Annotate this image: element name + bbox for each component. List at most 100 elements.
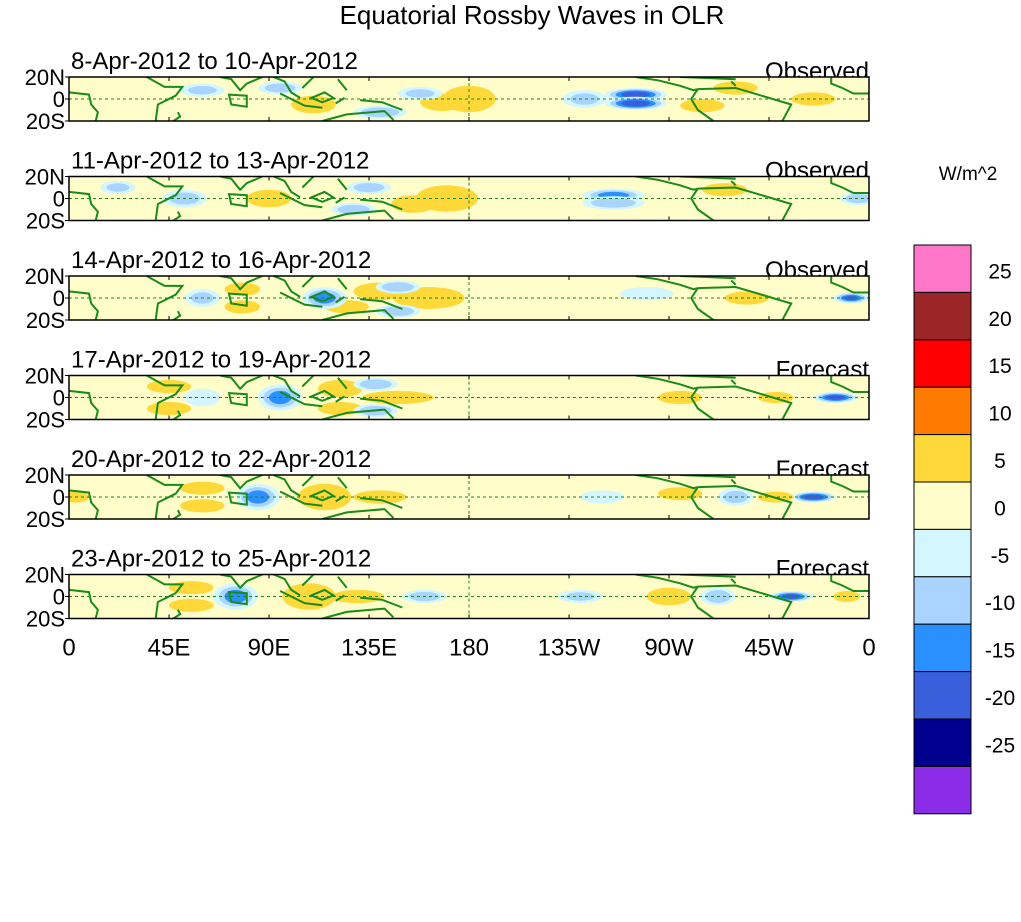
colorbar-swatch bbox=[913, 386, 972, 436]
coastline bbox=[308, 78, 348, 105]
anomaly-contour bbox=[353, 490, 407, 504]
colorbar-swatch bbox=[913, 528, 972, 578]
panel-date-range: 17-Apr-2012 to 19-Apr-2012 bbox=[71, 347, 371, 374]
coastline bbox=[690, 584, 793, 619]
anomaly-contour bbox=[353, 182, 385, 193]
coastline bbox=[227, 491, 248, 506]
coastline bbox=[146, 276, 185, 320]
coastline bbox=[273, 475, 315, 497]
colorbar-swatch bbox=[913, 671, 972, 720]
anomaly-contour bbox=[146, 379, 192, 394]
colorbar-level-label: -5 bbox=[991, 545, 1010, 568]
anomaly-contour bbox=[224, 282, 261, 296]
anomaly-contour bbox=[724, 291, 769, 305]
colorbar-level-label: 5 bbox=[994, 450, 1006, 473]
anomaly-cell bbox=[657, 390, 703, 405]
coastline bbox=[830, 375, 869, 393]
coastline bbox=[308, 576, 348, 602]
panels: 8-Apr-2012 to 10-Apr-2012 Observed20N020S… bbox=[25, 48, 870, 632]
y-tick-label: 20S bbox=[26, 507, 65, 532]
coastline bbox=[690, 86, 793, 121]
anomaly-contour bbox=[621, 91, 651, 98]
colorbar-swatch bbox=[913, 291, 972, 341]
anomaly-cell bbox=[180, 83, 225, 97]
coastline bbox=[830, 276, 869, 294]
coastline bbox=[146, 77, 185, 121]
panel-date-range: 23-Apr-2012 to 25-Apr-2012 bbox=[71, 546, 371, 573]
coastline bbox=[635, 176, 699, 191]
anomaly-cell bbox=[362, 390, 434, 405]
coastlines bbox=[69, 475, 869, 519]
coastline bbox=[219, 77, 263, 92]
anomaly-cell bbox=[582, 196, 645, 210]
coastline bbox=[69, 91, 99, 121]
x-tick-label: 0 bbox=[62, 635, 75, 662]
anomaly-contour bbox=[146, 401, 192, 416]
colorbar-level-label: 10 bbox=[988, 403, 1011, 426]
y-tick-label: 20S bbox=[26, 109, 65, 134]
coastline bbox=[830, 475, 869, 493]
coastline bbox=[227, 392, 248, 407]
coastline bbox=[322, 99, 403, 121]
anomaly-contour bbox=[381, 306, 414, 316]
anomaly-contour bbox=[291, 95, 336, 114]
colorbar-swatch bbox=[913, 576, 972, 625]
anomaly-contour bbox=[180, 499, 225, 513]
coastline bbox=[830, 574, 869, 592]
anomaly-cell bbox=[604, 96, 667, 110]
coastline bbox=[690, 385, 793, 420]
coastline bbox=[273, 574, 315, 597]
anomaly-cell bbox=[353, 377, 398, 391]
colorbar-level-label: -20 bbox=[985, 687, 1015, 710]
coastline bbox=[69, 290, 99, 320]
anomaly-cell bbox=[224, 282, 261, 296]
coastline bbox=[69, 190, 99, 221]
colorbar-level-label: 15 bbox=[988, 355, 1011, 378]
coastline bbox=[172, 609, 182, 619]
y-tick-label: 20N bbox=[25, 364, 65, 389]
y-tick-label: 20S bbox=[26, 209, 65, 234]
anomaly-contour bbox=[590, 198, 636, 208]
coastline bbox=[273, 276, 315, 298]
panel-4: 17-Apr-2012 to 19-Apr-2012 Forecast20N020… bbox=[25, 347, 870, 433]
anomaly-contour bbox=[381, 282, 414, 292]
panel-2: 11-Apr-2012 to 13-Apr-2012 Observed20N020… bbox=[25, 148, 870, 234]
anomaly-cell bbox=[100, 180, 136, 195]
colorbar-swatch bbox=[913, 718, 972, 767]
anomaly-cell bbox=[391, 195, 436, 213]
coastline bbox=[227, 193, 248, 208]
coastline bbox=[69, 489, 99, 519]
coastline bbox=[279, 490, 323, 507]
anomaly-contour bbox=[570, 93, 599, 105]
anomaly-cell bbox=[291, 95, 336, 114]
colorbar-swatch bbox=[913, 339, 972, 388]
anomaly-contour bbox=[702, 183, 747, 197]
anomaly-contour bbox=[362, 390, 434, 405]
coastline bbox=[279, 391, 323, 408]
x-axis: 0 45E 90E 135E 180 135W 90W 45W 0 bbox=[62, 635, 875, 662]
colorbar-level-label: 25 bbox=[988, 260, 1011, 283]
coastline bbox=[322, 198, 403, 221]
y-tick-label: 0 bbox=[53, 585, 65, 610]
x-tick-label: 0 bbox=[862, 635, 875, 662]
coastline bbox=[308, 277, 348, 304]
coastline bbox=[172, 111, 182, 121]
coastline bbox=[830, 77, 869, 95]
coastlines bbox=[69, 176, 869, 221]
x-tick-label: 45W bbox=[744, 635, 794, 662]
anomaly-cell bbox=[580, 490, 625, 504]
anomaly-cell bbox=[562, 90, 607, 108]
x-tick-label: 90W bbox=[644, 635, 694, 662]
coastline bbox=[219, 276, 263, 291]
colorbar-level-label: -25 bbox=[985, 734, 1015, 757]
coastlines bbox=[69, 375, 869, 420]
colorbar-level-label: -10 bbox=[985, 592, 1015, 615]
coastline bbox=[690, 186, 793, 221]
colorbar-swatch bbox=[913, 765, 972, 815]
y-tick-label: 0 bbox=[53, 286, 65, 311]
anomaly-contour bbox=[833, 591, 861, 602]
anomaly-contour bbox=[405, 89, 435, 98]
coastline bbox=[69, 389, 99, 420]
